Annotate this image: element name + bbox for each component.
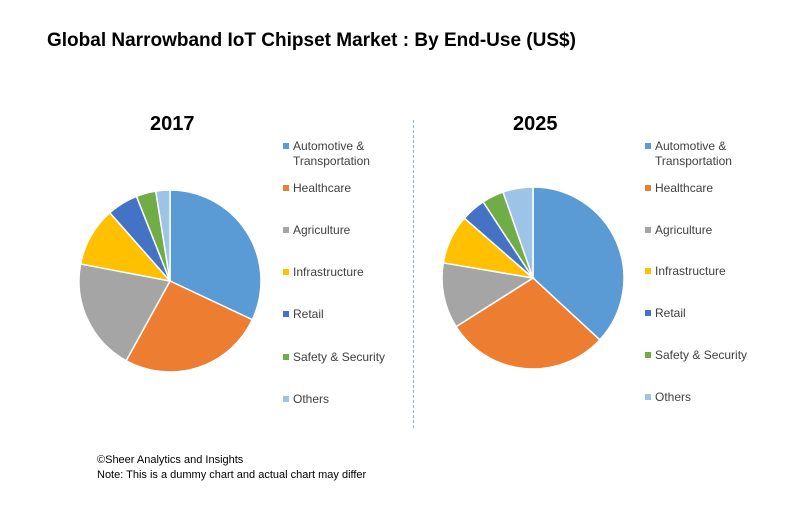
legend-label: Retail [293,307,324,321]
pie-slice-2025-automotive-transportation [532,186,625,341]
legend-label: Safety & Security [655,348,748,362]
legend-swatch [645,227,651,233]
legend-label: Automotive & Transportation [293,139,370,168]
legend-swatch [645,394,651,400]
pie-slice-2025-healthcare [455,277,601,370]
chart-title: Global Narrowband IoT Chipset Market : B… [47,30,576,51]
legend-label: Healthcare [655,181,714,195]
legend-label: Others [293,392,330,406]
legend-label: Retail [655,306,686,320]
pie-title-2017: 2017 [150,113,195,135]
copyright-text: ©Sheer Analytics and Insights [97,454,244,466]
legend-swatch [283,269,289,275]
pie-title-2025: 2025 [513,113,558,135]
legend-label: Infrastructure [655,264,726,278]
disclaimer-note: Note: This is a dummy chart and actual c… [97,469,367,481]
legend-label: Agriculture [293,223,351,237]
legend-swatch [645,352,651,358]
legend-label: Safety & Security [293,350,386,364]
legend-label: Others [655,390,692,404]
legend-label: Infrastructure [293,265,364,279]
legend-swatch [283,354,289,360]
legend-label: Agriculture [655,223,713,237]
chart-divider [413,120,414,428]
pie-slice-2025-agriculture [441,261,536,328]
pie-slice-2025-others [502,186,534,279]
pie-slice-2017-automotive-transportation [169,189,262,321]
legend-swatch [283,396,289,402]
legend-swatch [283,185,289,191]
legend-swatch [283,311,289,317]
pie-slice-2017-others [154,189,171,282]
legend-swatch [283,227,289,233]
pie-slice-2017-agriculture [78,263,172,362]
legend-label: Automotive & Transportation [655,139,732,168]
legend-swatch [283,143,289,149]
legend-swatch [645,268,651,274]
legend-swatch [645,185,651,191]
legend-swatch [645,143,651,149]
footer: ©Sheer Analytics and Insights Note: This… [97,453,366,483]
legend-label: Healthcare [293,181,352,195]
legend-swatch [645,310,651,316]
